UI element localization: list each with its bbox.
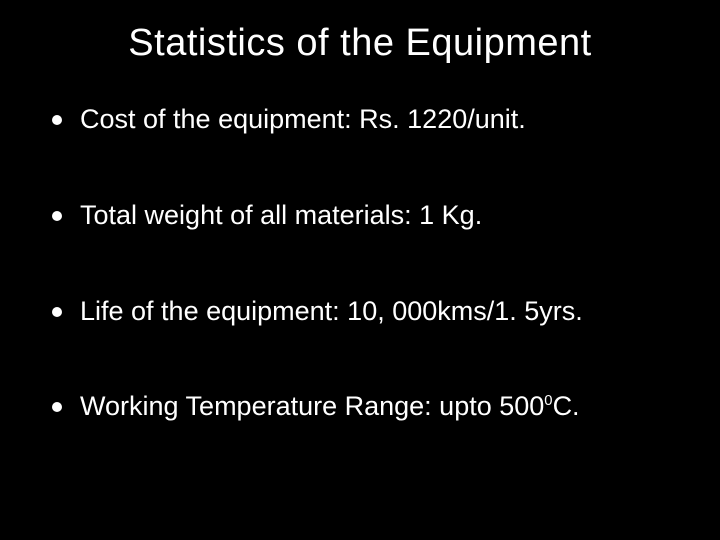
list-item: Life of the equipment: 10, 000kms/1. 5yr… bbox=[52, 295, 700, 329]
list-item: Working Temperature Range: upto 5000C. bbox=[52, 390, 700, 424]
bullet-text-post: C. bbox=[553, 391, 580, 421]
list-item: Total weight of all materials: 1 Kg. bbox=[52, 199, 700, 233]
degree-superscript: 0 bbox=[544, 393, 552, 409]
bullet-text: Total weight of all materials: 1 Kg. bbox=[80, 200, 482, 230]
bullet-text-pre: Working Temperature Range: upto 500 bbox=[80, 391, 544, 421]
bullet-list: Cost of the equipment: Rs. 1220/unit. To… bbox=[0, 75, 720, 424]
bullet-text: Life of the equipment: 10, 000kms/1. 5yr… bbox=[80, 296, 583, 326]
slide-title: Statistics of the Equipment bbox=[0, 0, 720, 75]
list-item: Cost of the equipment: Rs. 1220/unit. bbox=[52, 103, 700, 137]
slide: Statistics of the Equipment Cost of the … bbox=[0, 0, 720, 540]
bullet-text: Cost of the equipment: Rs. 1220/unit. bbox=[80, 104, 526, 134]
